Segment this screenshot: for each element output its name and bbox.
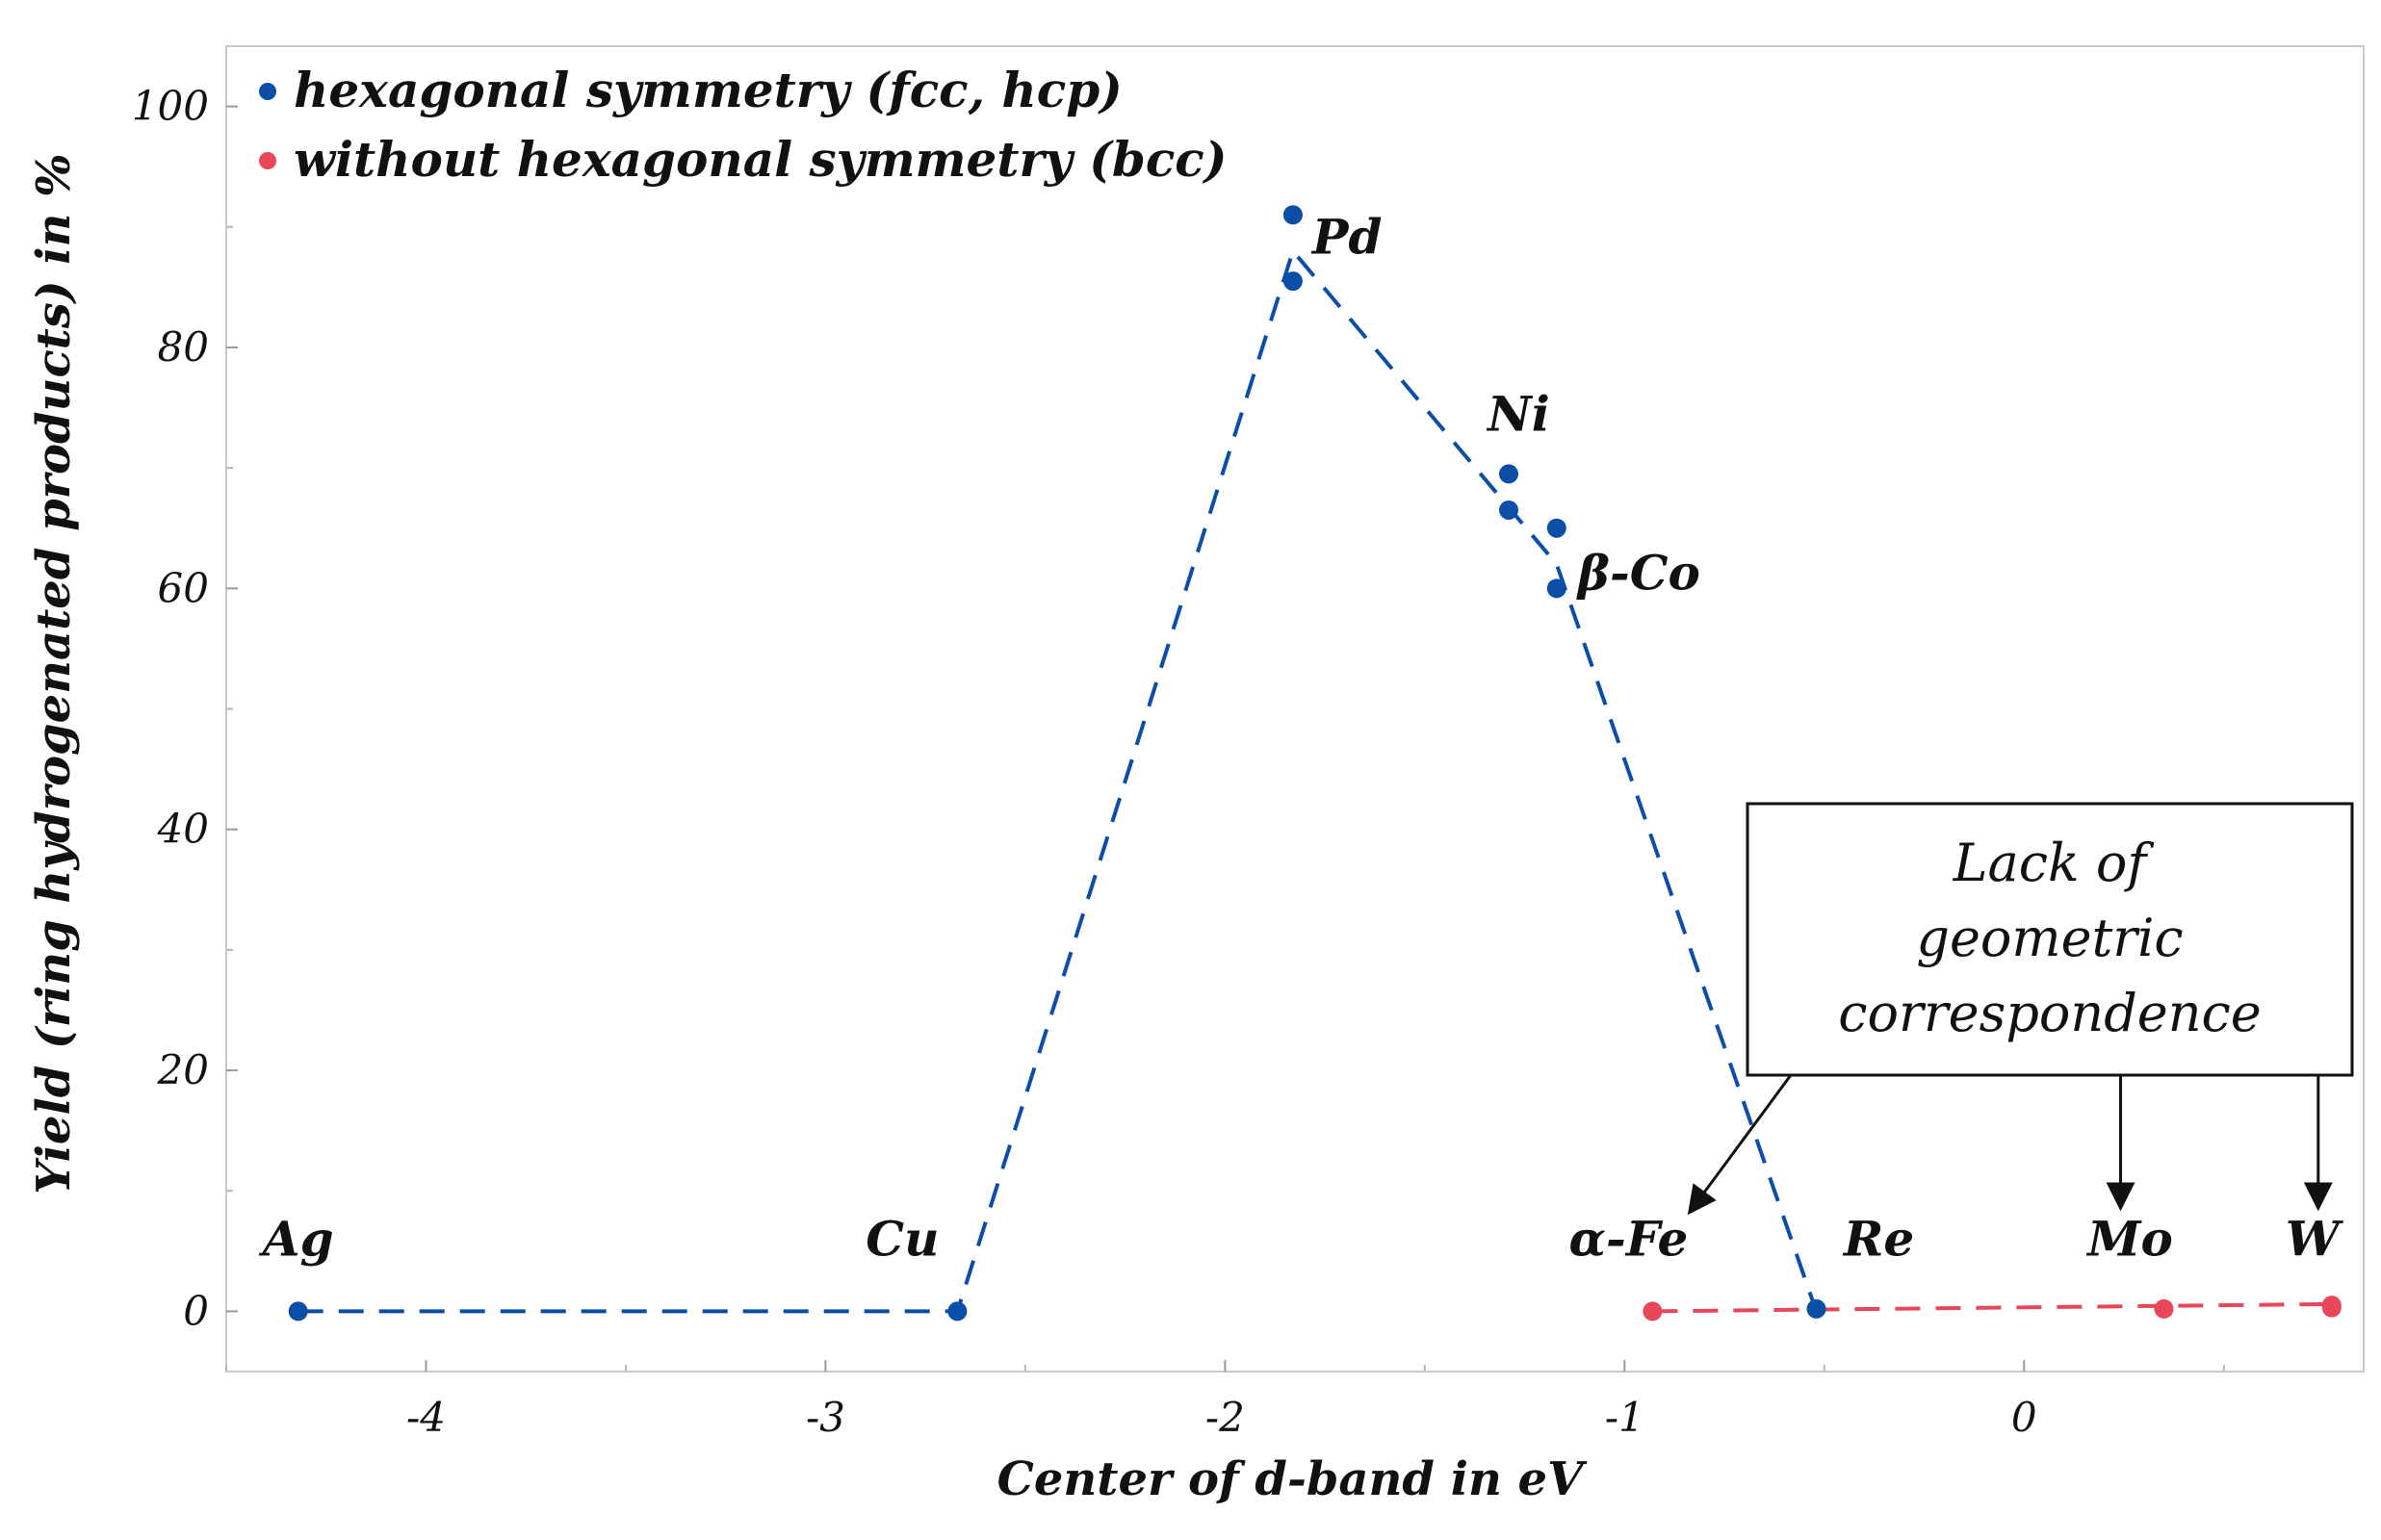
- x-tick-label: -4: [406, 1394, 446, 1441]
- data-point: [2321, 1297, 2342, 1318]
- x-tick-label: -1: [1605, 1394, 1644, 1441]
- legend: hexagonal symmetry (fcc, hcp) without hex…: [259, 62, 1227, 188]
- x-tick-label: 0: [2011, 1394, 2037, 1441]
- data-markers: [288, 205, 2342, 1322]
- data-point: [1546, 518, 1566, 538]
- point-label: β-Co: [1576, 544, 1700, 601]
- data-point: [1499, 500, 1518, 520]
- y-axis-title: Yield (ring hydrogenated products) in %: [27, 153, 81, 1194]
- point-label: Ni: [1486, 385, 1550, 442]
- y-tick-label: 0: [183, 1287, 209, 1334]
- legend-swatch: [259, 152, 276, 169]
- data-point: [1806, 1298, 1826, 1319]
- axes: -4 -3 -2 -1 0 0 20 40 60 80 100: [132, 83, 2225, 1441]
- data-point: [947, 1301, 968, 1322]
- legend-label: without hexagonal symmetry (bcc): [294, 131, 1227, 188]
- callout-box: [1746, 802, 2354, 1077]
- y-tick-label: 80: [158, 323, 209, 371]
- data-point: [1643, 1301, 1663, 1322]
- callout-text: Lack of: [1953, 833, 2155, 893]
- data-point: [1282, 205, 1303, 225]
- y-tick-label: 60: [158, 564, 209, 611]
- data-point: [2154, 1298, 2174, 1319]
- data-point: [1499, 464, 1518, 484]
- legend-swatch: [259, 83, 276, 100]
- callout-text: geometric: [1916, 908, 2183, 968]
- x-tick-label: -3: [806, 1394, 845, 1441]
- data-point: [1546, 578, 1566, 599]
- y-tick-label: 100: [132, 83, 209, 130]
- point-label: Cu: [866, 1210, 939, 1267]
- data-point: [288, 1301, 308, 1322]
- callout-text: correspondence: [1838, 983, 2261, 1043]
- x-axis-title: Center of d-band in eV: [997, 1452, 1588, 1506]
- data-point: [1282, 271, 1303, 292]
- y-tick-label: 40: [157, 806, 209, 853]
- trend-line: [1652, 1301, 2332, 1314]
- y-tick-label: 20: [157, 1046, 209, 1093]
- trend-lines: [298, 246, 2332, 1314]
- callout-annotation: Lack of geometric correspondence: [1687, 802, 2354, 1216]
- point-label: Ag: [259, 1210, 334, 1267]
- point-label: Pd: [1310, 208, 1383, 265]
- point-label: Re: [1842, 1210, 1914, 1267]
- x-tick-label: -2: [1205, 1394, 1245, 1441]
- point-labels: Ag Cu Pd Ni β-Co α-Fe Re Mo W: [259, 208, 2344, 1267]
- legend-label: hexagonal symmetry (fcc, hcp): [294, 62, 1123, 118]
- point-label: Mo: [2085, 1210, 2173, 1267]
- point-label: W: [2286, 1210, 2344, 1267]
- callout-arrow: [1687, 1074, 1793, 1216]
- trend-line: [298, 246, 1819, 1314]
- point-label: α-Fe: [1568, 1210, 1688, 1267]
